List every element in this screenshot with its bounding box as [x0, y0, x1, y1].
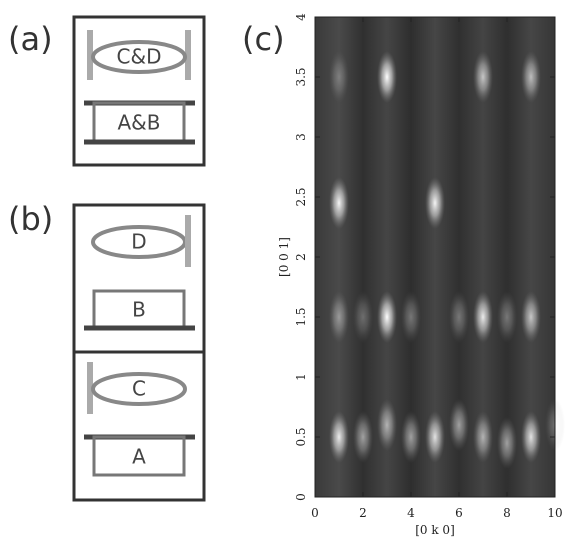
x-tick-label: 8 [503, 506, 511, 520]
heatmap [329, 51, 565, 469]
x-tick-label: 6 [455, 506, 463, 520]
intensity-spot [377, 399, 397, 451]
x-tick-label: 10 [547, 506, 562, 520]
x-tick-label: 0 [311, 506, 319, 520]
intensity-spot [377, 291, 397, 343]
intensity-spot [425, 411, 445, 463]
y-axis-label: [0 0 1] [277, 237, 291, 277]
intensity-spot [449, 291, 469, 343]
intensity-spot [521, 411, 541, 463]
y-tick-label: 0.5 [294, 427, 308, 446]
x-axis-label: [0 k 0] [415, 523, 455, 537]
x-tick-label: 4 [407, 506, 415, 520]
intensity-spot [329, 51, 349, 103]
intensity-spot [329, 177, 349, 229]
diagram-label: A&B [118, 111, 161, 135]
intensity-spot [497, 417, 517, 469]
y-tick-label: 2 [294, 253, 308, 261]
intensity-spot [449, 399, 469, 451]
x-tick-label: 2 [359, 506, 367, 520]
intensity-spot [473, 291, 493, 343]
y-tick-label: 1.5 [294, 307, 308, 326]
panel-label: (a) [8, 20, 53, 58]
y-tick-label: 0 [294, 493, 308, 501]
diagram-label: B [132, 298, 146, 322]
intensity-spot [329, 411, 349, 463]
intensity-spot [401, 411, 421, 463]
intensity-spot [353, 291, 373, 343]
diagram-b [72, 203, 206, 502]
y-tick-label: 1 [294, 373, 308, 381]
intensity-spot [521, 291, 541, 343]
intensity-spot [521, 51, 541, 103]
y-tick-label: 4 [294, 13, 308, 21]
panel-label: (c) [242, 20, 285, 58]
intensity-spot [401, 291, 421, 343]
intensity-spot [497, 291, 517, 343]
diagram-label: D [131, 230, 146, 254]
intensity-spot [473, 411, 493, 463]
y-tick-label: 3 [294, 133, 308, 141]
intensity-spot [425, 177, 445, 229]
intensity-spot [329, 291, 349, 343]
diagram-label: C&D [117, 45, 162, 69]
intensity-spot [353, 411, 373, 463]
panel-label: (b) [8, 200, 53, 238]
intensity-spot [377, 51, 397, 103]
y-tick-label: 2.5 [294, 187, 308, 206]
diagram-label: A [132, 445, 146, 469]
y-tick-label: 3.5 [294, 67, 308, 86]
diagram-a [72, 15, 206, 167]
intensity-spot [473, 51, 493, 103]
diagram-label: C [132, 377, 146, 401]
